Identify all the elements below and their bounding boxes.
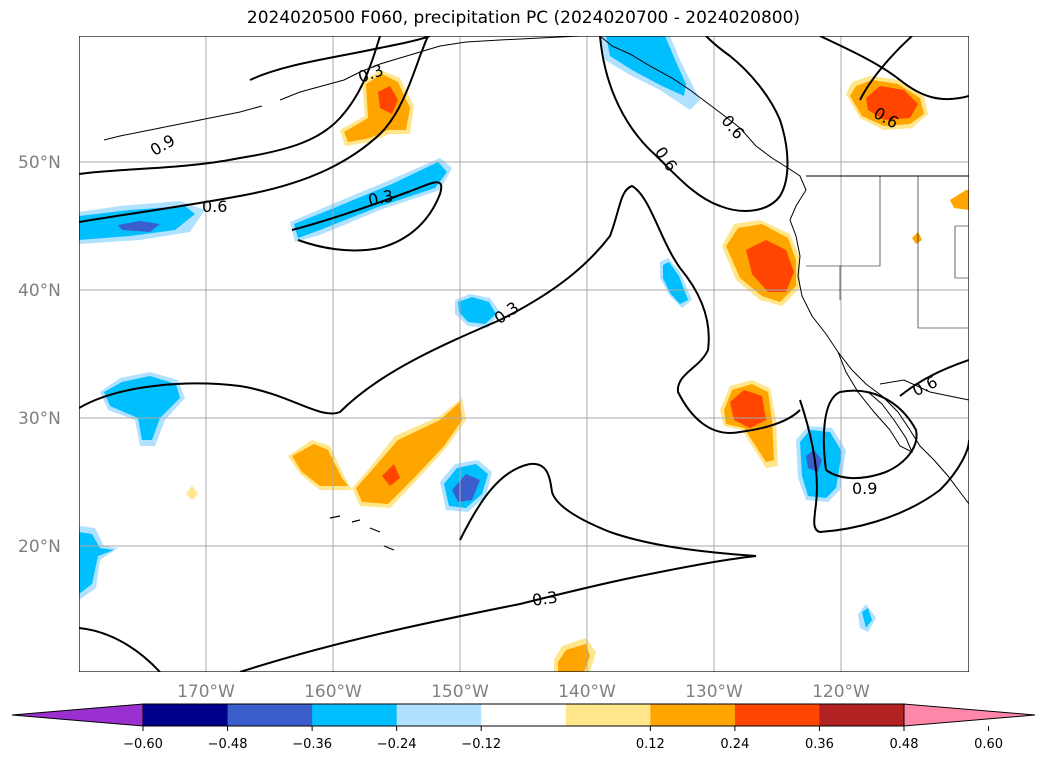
colorbar-tick-label: −0.24 (377, 737, 417, 752)
lat-label: 30°N (18, 409, 61, 429)
map-title: 2024020500 F060, precipitation PC (20240… (246, 8, 801, 28)
pos-area-56n-deep (378, 86, 398, 114)
map-panel: 0.9 0.3 0.6 0.3 0.6 0.6 0.3 0.3 0.6 0.9 … (79, 36, 969, 672)
contour-0.6-east (819, 36, 969, 101)
baja-california (837, 351, 913, 454)
pos-area-56n-core (344, 74, 410, 142)
lat-label: 50°N (18, 153, 61, 173)
contour-0.3-central (291, 181, 443, 252)
alaska-coast (279, 36, 581, 101)
lon-label: 150°W (431, 682, 489, 702)
contour-0.3-south (239, 462, 757, 672)
colorbar-ticks: −0.60 −0.48 −0.36 −0.24 −0.12 0.12 0.24 0.36 0.4… (123, 726, 1003, 752)
colorbar-extend-right (903, 703, 1036, 727)
latitude-labels: 50°N 40°N 30°N 20°N (18, 153, 61, 557)
contour-0.3-main (79, 184, 801, 434)
pos-area-26n-deep (382, 464, 400, 486)
colorbar-segment (650, 704, 736, 726)
lat-label: 20°N (18, 537, 61, 557)
anomaly-fills (79, 36, 969, 672)
neg-area-24n-deep (452, 474, 480, 502)
neg-area-37n-core (458, 297, 496, 324)
colorbar-segment (565, 704, 651, 726)
contour-label: 0.3 (531, 587, 559, 609)
contour-label: 0.9 (852, 479, 877, 498)
colorbar-segment (312, 704, 398, 726)
neg-area-west-48n-deep (118, 221, 160, 232)
pos-area-26n-west-core (292, 444, 348, 486)
contour-0.6-northwest (79, 36, 429, 223)
colorbar-segments (143, 704, 905, 726)
aleutian-islands (103, 105, 263, 141)
pos-area-42n-east (912, 232, 922, 244)
colorbar-tick-label: −0.12 (461, 737, 501, 752)
contour-0.9-northwest (79, 36, 381, 175)
contour-0.6-gulf (599, 36, 789, 212)
colorbar-tick-label: −0.60 (123, 737, 163, 752)
neg-area-40n-east-core (663, 262, 688, 304)
lat-label: 40°N (18, 281, 61, 301)
colorbar-tick-label: −0.36 (292, 737, 332, 752)
colorbar-segment (819, 704, 905, 726)
colorbar-extend-left (11, 703, 144, 727)
longitude-labels: 170°W 160°W 150°W 140°W 130°W 120°W (177, 682, 870, 702)
pos-area-26n-core (356, 402, 462, 504)
north-america-west-coast (599, 36, 969, 505)
colorbar-tick-label: 0.60 (974, 737, 1003, 752)
contour-0.6-se-tail (899, 359, 969, 397)
lon-label: 130°W (685, 682, 743, 702)
pos-area-55n-east-deep (866, 86, 918, 120)
lon-label: 120°W (812, 682, 870, 702)
colorbar-tick-label: 0.36 (805, 737, 834, 752)
contour-label: 0.6 (202, 197, 227, 216)
neg-area-18n-core (79, 532, 114, 594)
pos-area-12n-core (558, 644, 590, 672)
contour-0.6-upper (249, 36, 431, 81)
colorbar-segment (143, 704, 229, 726)
colorbar-segment (227, 704, 313, 726)
neg-area-gulf-alaska-core (606, 36, 686, 96)
colorbar-segment (481, 704, 567, 726)
neg-area-25n-east-core (800, 430, 842, 498)
colorbar-segment (734, 704, 820, 726)
hawaii-islands (329, 515, 395, 551)
neg-area-14n-core (862, 608, 872, 628)
lon-label: 170°W (177, 682, 235, 702)
pos-area-44n-deep (746, 240, 794, 292)
lon-label: 140°W (558, 682, 616, 702)
colorbar-tick-label: 0.48 (890, 737, 919, 752)
contour-0.9-east (859, 36, 913, 101)
colorbar: −0.60 −0.48 −0.36 −0.24 −0.12 0.12 0.24 0.36 0.4… (11, 703, 1036, 752)
lon-label: 160°W (304, 682, 362, 702)
contour-0.9-se (822, 389, 918, 480)
coastlines (103, 36, 969, 551)
contour-lines (79, 36, 969, 672)
colorbar-tick-label: 0.12 (636, 737, 665, 752)
contour-0.6-se (799, 399, 969, 534)
us-state-lines (806, 176, 969, 329)
negative-anomaly-areas (79, 36, 876, 632)
contour-label: 0.3 (366, 186, 395, 210)
us-mexico-border (879, 379, 969, 401)
colorbar-tick-label: 0.24 (720, 737, 749, 752)
colorbar-tick-label: −0.48 (208, 737, 248, 752)
contour-0.3-low (79, 627, 161, 672)
pos-area-24n-small (186, 486, 198, 500)
colorbar-segment (396, 704, 482, 726)
graticule (79, 36, 969, 672)
pos-area-46n-east (950, 190, 969, 210)
